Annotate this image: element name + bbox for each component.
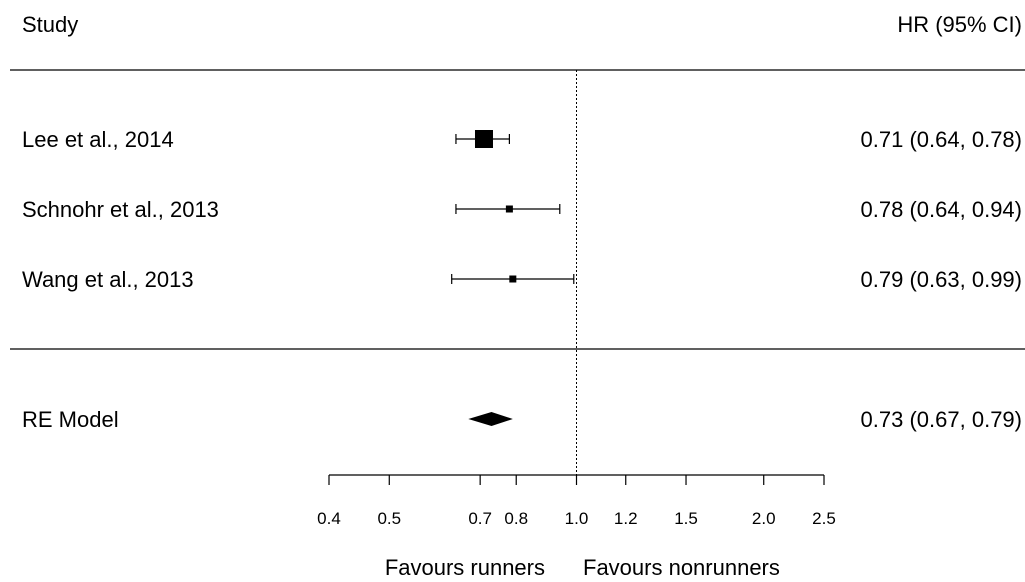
favours-right-label: Favours nonrunners — [583, 555, 780, 580]
study-name: Wang et al., 2013 — [22, 267, 194, 292]
x-axis: 0.4 0.5 0.7 0.8 1.0 1.2 1.5 2.0 2.5 — [317, 474, 836, 528]
study-row: Lee et al., 2014 0.71 (0.64, 0.78) — [22, 127, 1022, 152]
summary-name: RE Model — [22, 407, 119, 432]
study-row: Wang et al., 2013 0.79 (0.63, 0.99) — [22, 267, 1022, 292]
axis-tick-label: 0.4 — [317, 509, 341, 528]
studies-layer: Lee et al., 2014 0.71 (0.64, 0.78) Schnohr… — [22, 127, 1022, 292]
point-estimate — [505, 205, 513, 213]
axis-tick-label: 0.8 — [504, 509, 528, 528]
point-estimate — [509, 275, 517, 283]
study-name: Schnohr et al., 2013 — [22, 197, 219, 222]
favours-left-label: Favours runners — [385, 555, 545, 580]
axis-tick-label: 0.7 — [468, 509, 492, 528]
study-column-header: Study — [22, 12, 78, 37]
study-estimate-label: 0.71 (0.64, 0.78) — [861, 127, 1022, 152]
summary-estimate-label: 0.73 (0.67, 0.79) — [861, 407, 1022, 432]
axis-tick-label: 0.5 — [377, 509, 401, 528]
axis-tick-label: 1.5 — [674, 509, 698, 528]
axis-tick-label: 1.2 — [614, 509, 638, 528]
axis-tick-label: 2.5 — [812, 509, 836, 528]
study-estimate-label: 0.78 (0.64, 0.94) — [861, 197, 1022, 222]
axis-tick-label: 1.0 — [565, 509, 589, 528]
summary-layer: RE Model 0.73 (0.67, 0.79) — [22, 407, 1022, 432]
axis-tick-label: 2.0 — [752, 509, 776, 528]
study-name: Lee et al., 2014 — [22, 127, 174, 152]
study-row: Schnohr et al., 2013 0.78 (0.64, 0.94) — [22, 197, 1022, 222]
study-estimate-label: 0.79 (0.63, 0.99) — [861, 267, 1022, 292]
summary-diamond — [468, 412, 513, 426]
point-estimate — [474, 130, 493, 148]
estimate-column-header: HR (95% CI) — [897, 12, 1022, 37]
